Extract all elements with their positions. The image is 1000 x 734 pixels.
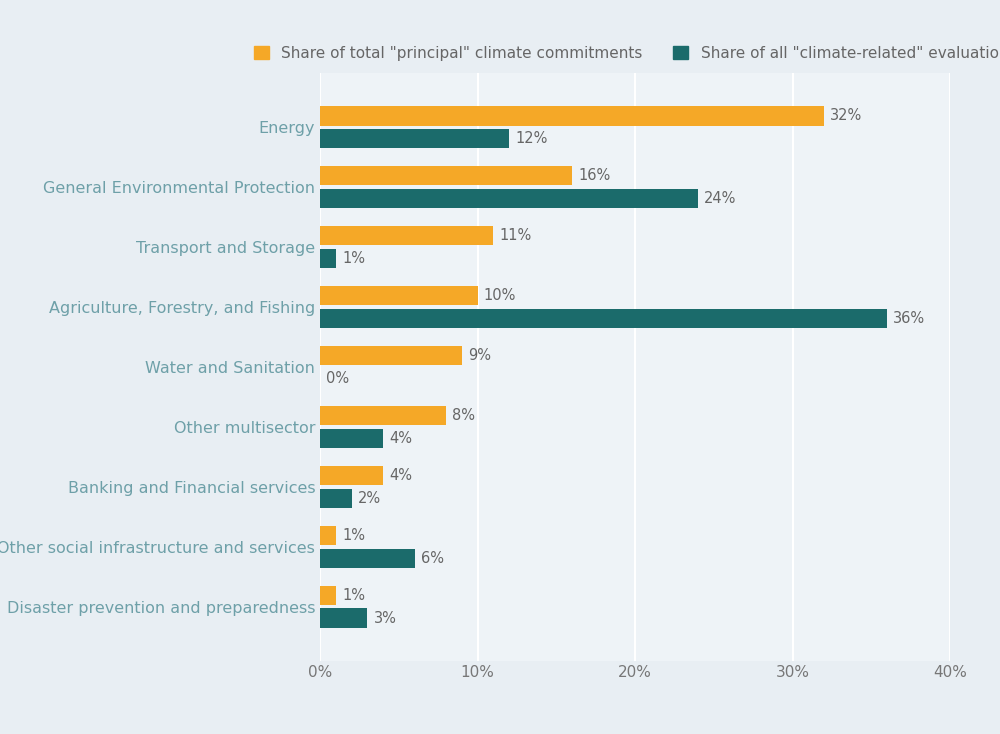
Bar [320, 466, 383, 485]
Text: 1%: 1% [342, 251, 365, 266]
Text: 6%: 6% [421, 550, 444, 566]
Bar [320, 249, 336, 268]
Text: 1%: 1% [342, 528, 365, 543]
Bar [320, 406, 446, 425]
Text: 2%: 2% [358, 491, 381, 506]
Bar [320, 489, 352, 508]
Text: 12%: 12% [515, 131, 548, 146]
Bar [320, 586, 336, 605]
Text: 32%: 32% [830, 109, 863, 123]
Text: 0%: 0% [326, 371, 349, 386]
Bar [320, 346, 462, 366]
Bar [320, 608, 367, 628]
Bar [320, 286, 478, 305]
Text: 3%: 3% [374, 611, 396, 625]
Text: 36%: 36% [893, 311, 925, 326]
Text: 8%: 8% [452, 408, 475, 423]
Bar [320, 189, 698, 208]
Legend: Share of total "principal" climate commitments, Share of all "climate-related" e: Share of total "principal" climate commi… [248, 40, 1000, 67]
Bar [320, 106, 824, 126]
Text: 10%: 10% [484, 288, 516, 303]
Text: 4%: 4% [389, 468, 412, 483]
Bar [320, 429, 383, 448]
Text: 16%: 16% [578, 168, 611, 184]
Bar [320, 167, 572, 186]
Bar [320, 309, 887, 328]
Text: 4%: 4% [389, 431, 412, 446]
Text: 9%: 9% [468, 348, 491, 363]
Text: 1%: 1% [342, 588, 365, 603]
Bar [320, 226, 493, 245]
Bar [320, 526, 336, 545]
Bar [320, 548, 415, 567]
Text: 11%: 11% [500, 228, 532, 243]
Text: 24%: 24% [704, 191, 737, 206]
Bar [320, 129, 509, 148]
